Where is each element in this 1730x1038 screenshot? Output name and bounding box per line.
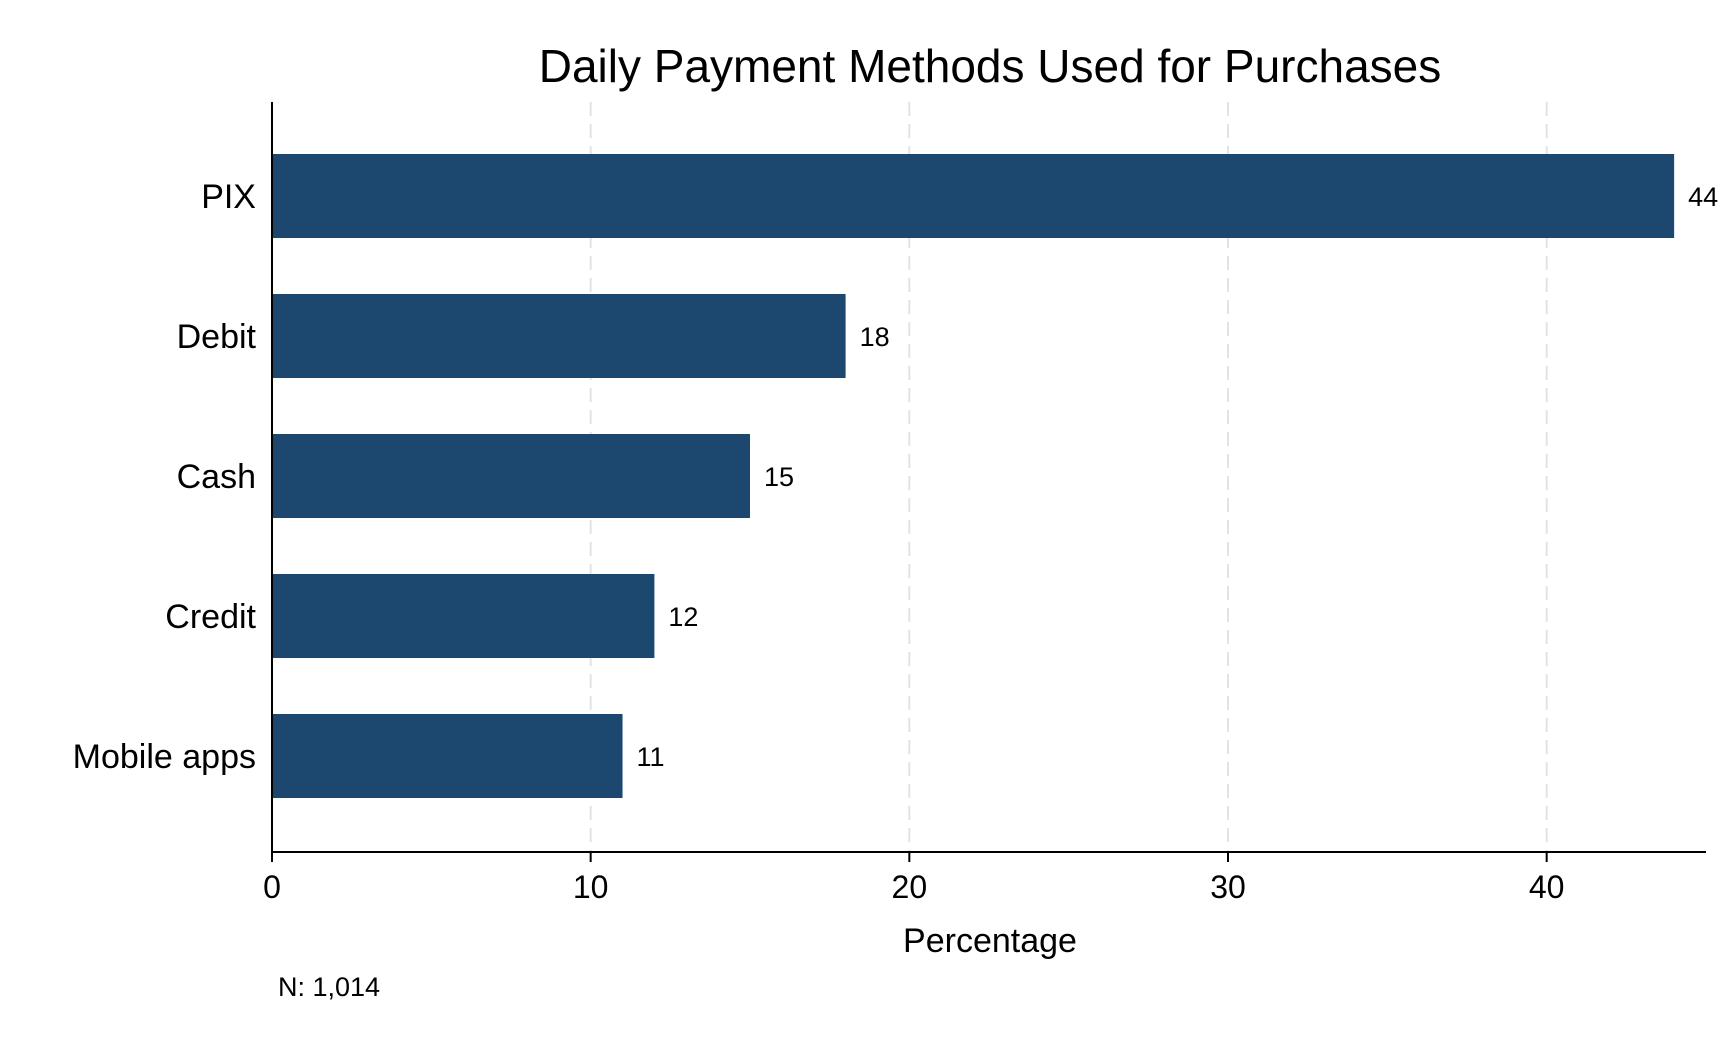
category-label-pix: PIX (201, 178, 256, 216)
bar-pix (272, 154, 1675, 238)
category-labels: PIX Debit Cash Credit Mobile apps (73, 178, 257, 776)
bar-cash (272, 434, 750, 518)
value-label-credit: 12 (668, 602, 698, 632)
value-label-mobile-apps: 11 (637, 742, 665, 772)
chart-title: Daily Payment Methods Used for Purchases (539, 40, 1442, 92)
category-label-cash: Cash (177, 458, 256, 496)
bar-credit (272, 574, 655, 658)
value-label-cash: 15 (764, 462, 794, 492)
category-label-credit: Credit (165, 598, 256, 636)
x-tick-label-30: 30 (1210, 869, 1246, 905)
value-label-pix: 44 (1688, 182, 1718, 212)
category-label-debit: Debit (177, 318, 257, 356)
value-labels: 44 18 15 12 11 (637, 182, 1719, 772)
value-label-debit: 18 (860, 322, 890, 352)
x-tick-label-10: 10 (573, 869, 609, 905)
category-label-mobile-apps: Mobile apps (73, 738, 256, 776)
x-axis-title: Percentage (903, 922, 1077, 960)
x-tick-label-0: 0 (263, 869, 281, 905)
bar-mobile-apps (272, 714, 623, 798)
x-tick-label-20: 20 (892, 869, 928, 905)
bars (272, 154, 1675, 798)
x-tick-label-40: 40 (1529, 869, 1565, 905)
x-axis-ticks: 0 10 20 30 40 (263, 852, 1564, 905)
sample-size-note: N: 1,014 (278, 972, 380, 1002)
bar-debit (272, 294, 846, 378)
